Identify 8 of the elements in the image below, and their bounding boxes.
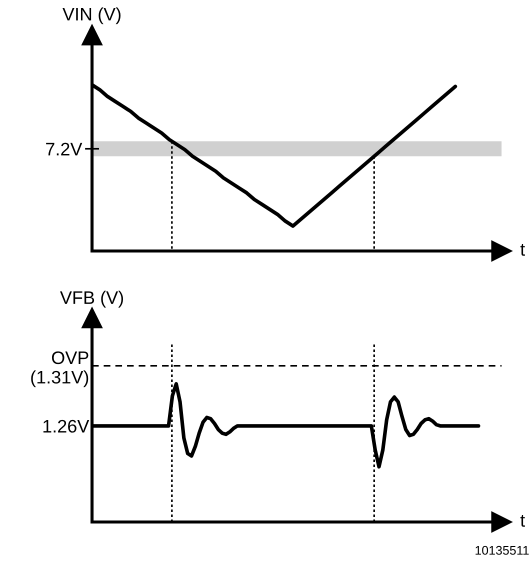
- text: 10135511: [476, 546, 529, 555]
- y-axis-title: VIN (V): [62, 7, 121, 24]
- x-axis-title: t: [520, 514, 525, 527]
- y-tick-label: OVP (1.31V): [31, 351, 88, 388]
- y-tick-label: 1.26V: [43, 420, 90, 433]
- x-axis-title: t: [520, 244, 525, 256]
- band-label: 7.2V: [46, 142, 82, 156]
- y-axis-title: VFB (V): [60, 290, 124, 308]
